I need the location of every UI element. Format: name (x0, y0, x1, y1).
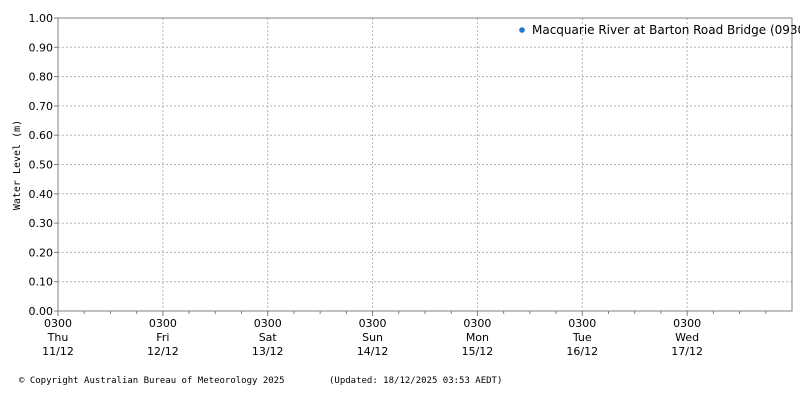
x-tick-label: 0300 (568, 317, 596, 330)
x-tick-label: Mon (466, 331, 489, 344)
y-tick-label: 0.80 (29, 71, 54, 84)
x-tick-label: 0300 (673, 317, 701, 330)
x-tick-label: 0300 (44, 317, 72, 330)
y-tick-label: 1.00 (29, 12, 54, 25)
y-tick-label: 0.00 (29, 305, 54, 318)
y-axis: 0.00 0.10 0.20 0.30 0.40 0.50 0.60 0.70 0.80 0.90… (29, 12, 58, 318)
x-tick-label: Tue (572, 331, 592, 344)
legend-label: Macquarie River at Barton Road Bridge (0… (532, 23, 800, 37)
copyright-text: © Copyright Australian Bureau of Meteoro… (19, 376, 285, 386)
x-tick-label: Wed (675, 331, 699, 344)
x-tick-label: Sun (362, 331, 383, 344)
x-tick-label: 13/12 (252, 345, 284, 358)
legend-marker (519, 27, 525, 33)
x-tick-label: 17/12 (671, 345, 703, 358)
x-tick-label: 15/12 (462, 345, 494, 358)
x-tick-label: 16/12 (566, 345, 598, 358)
updated-text: (Updated: 18/12/2025 03:53 AEDT) (329, 376, 502, 386)
x-tick-label: 12/12 (147, 345, 179, 358)
y-tick-label: 0.70 (29, 100, 54, 113)
x-tick-label: 0300 (254, 317, 282, 330)
y-tick-label: 0.40 (29, 188, 54, 201)
x-tick-label: 0300 (359, 317, 387, 330)
y-tick-label: 0.50 (29, 159, 54, 172)
y-tick-label: 0.60 (29, 129, 54, 142)
legend: Macquarie River at Barton Road Bridge (0… (519, 23, 800, 37)
y-tick-label: 0.10 (29, 276, 54, 289)
x-tick-label: 0300 (463, 317, 491, 330)
y-tick-label: 0.30 (29, 217, 54, 230)
y-tick-label: 0.20 (29, 246, 54, 259)
y-axis-label: Water Level (m) (12, 120, 23, 210)
x-tick-label: Sat (259, 331, 278, 344)
x-tick-label: Thu (47, 331, 69, 344)
grid-lines (58, 18, 792, 311)
y-tick-label: 0.90 (29, 41, 54, 54)
x-tick-label: 11/12 (42, 345, 74, 358)
x-tick-label: Fri (156, 331, 169, 344)
x-tick-label: 14/12 (357, 345, 389, 358)
x-tick-label: 0300 (149, 317, 177, 330)
x-axis: 0300Thu11/120300Fri12/120300Sat13/120300… (42, 311, 767, 358)
